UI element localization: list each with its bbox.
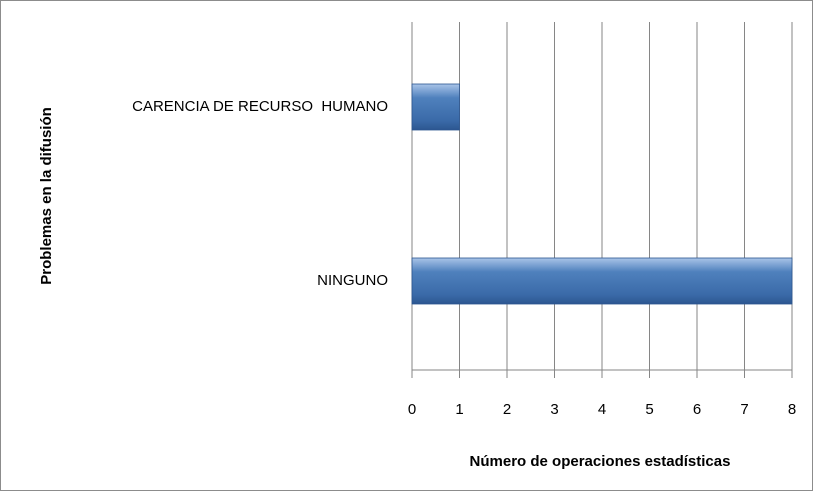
x-tick-label: 0 xyxy=(408,401,416,418)
bar xyxy=(411,257,793,305)
x-tick-label: 2 xyxy=(503,401,511,418)
y-tick-label: CARENCIA DE RECURSO HUMANO xyxy=(132,98,388,115)
x-tick-label: 1 xyxy=(455,401,463,418)
y-tick-label: NINGUNO xyxy=(317,272,388,289)
x-tick-label: 3 xyxy=(550,401,558,418)
x-tick-label: 8 xyxy=(788,401,796,418)
x-tick-label: 4 xyxy=(598,401,606,418)
x-tick-label: 6 xyxy=(693,401,701,418)
bar xyxy=(411,83,460,131)
x-tick-label: 5 xyxy=(645,401,653,418)
x-tick-label: 7 xyxy=(740,401,748,418)
y-axis-label: Problemas en la difusión xyxy=(38,107,55,285)
x-axis-label: Número de operaciones estadísticas xyxy=(470,453,731,470)
